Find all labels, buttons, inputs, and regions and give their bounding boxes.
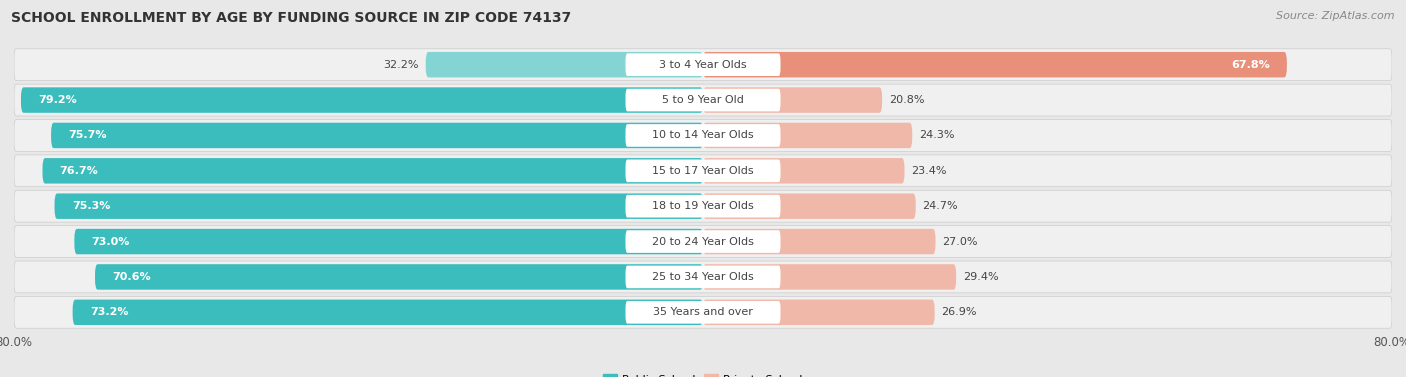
Text: 24.7%: 24.7%	[922, 201, 959, 211]
FancyBboxPatch shape	[703, 87, 882, 113]
Text: 76.7%: 76.7%	[59, 166, 98, 176]
FancyBboxPatch shape	[14, 226, 1392, 257]
FancyBboxPatch shape	[42, 158, 703, 184]
Text: 20.8%: 20.8%	[889, 95, 925, 105]
FancyBboxPatch shape	[703, 300, 935, 325]
FancyBboxPatch shape	[703, 264, 956, 290]
FancyBboxPatch shape	[626, 266, 780, 288]
FancyBboxPatch shape	[626, 54, 780, 76]
Text: 23.4%: 23.4%	[911, 166, 946, 176]
Text: 24.3%: 24.3%	[920, 130, 955, 141]
Text: 10 to 14 Year Olds: 10 to 14 Year Olds	[652, 130, 754, 141]
FancyBboxPatch shape	[73, 300, 703, 325]
FancyBboxPatch shape	[703, 158, 904, 184]
FancyBboxPatch shape	[14, 296, 1392, 328]
FancyBboxPatch shape	[626, 89, 780, 111]
FancyBboxPatch shape	[626, 159, 780, 182]
Text: 67.8%: 67.8%	[1230, 60, 1270, 70]
FancyBboxPatch shape	[14, 49, 1392, 81]
FancyBboxPatch shape	[14, 155, 1392, 187]
FancyBboxPatch shape	[703, 123, 912, 148]
Text: 3 to 4 Year Olds: 3 to 4 Year Olds	[659, 60, 747, 70]
Text: 25 to 34 Year Olds: 25 to 34 Year Olds	[652, 272, 754, 282]
FancyBboxPatch shape	[626, 301, 780, 323]
Text: 15 to 17 Year Olds: 15 to 17 Year Olds	[652, 166, 754, 176]
Text: 73.0%: 73.0%	[91, 236, 129, 247]
FancyBboxPatch shape	[96, 264, 703, 290]
Text: 29.4%: 29.4%	[963, 272, 998, 282]
FancyBboxPatch shape	[21, 87, 703, 113]
Text: 79.2%: 79.2%	[38, 95, 77, 105]
FancyBboxPatch shape	[51, 123, 703, 148]
FancyBboxPatch shape	[626, 195, 780, 218]
Legend: Public School, Private School: Public School, Private School	[599, 369, 807, 377]
FancyBboxPatch shape	[14, 190, 1392, 222]
Text: 75.7%: 75.7%	[69, 130, 107, 141]
Text: 32.2%: 32.2%	[384, 60, 419, 70]
Text: 75.3%: 75.3%	[72, 201, 110, 211]
Text: 35 Years and over: 35 Years and over	[652, 307, 754, 317]
FancyBboxPatch shape	[626, 124, 780, 147]
Text: 5 to 9 Year Old: 5 to 9 Year Old	[662, 95, 744, 105]
FancyBboxPatch shape	[55, 193, 703, 219]
FancyBboxPatch shape	[426, 52, 703, 77]
Text: Source: ZipAtlas.com: Source: ZipAtlas.com	[1277, 11, 1395, 21]
Text: 26.9%: 26.9%	[942, 307, 977, 317]
FancyBboxPatch shape	[703, 229, 935, 254]
Text: 20 to 24 Year Olds: 20 to 24 Year Olds	[652, 236, 754, 247]
FancyBboxPatch shape	[75, 229, 703, 254]
Text: 18 to 19 Year Olds: 18 to 19 Year Olds	[652, 201, 754, 211]
FancyBboxPatch shape	[14, 120, 1392, 151]
Text: SCHOOL ENROLLMENT BY AGE BY FUNDING SOURCE IN ZIP CODE 74137: SCHOOL ENROLLMENT BY AGE BY FUNDING SOUR…	[11, 11, 571, 25]
Text: 70.6%: 70.6%	[112, 272, 150, 282]
FancyBboxPatch shape	[14, 84, 1392, 116]
FancyBboxPatch shape	[626, 230, 780, 253]
FancyBboxPatch shape	[703, 52, 1286, 77]
Text: 27.0%: 27.0%	[942, 236, 979, 247]
Text: 73.2%: 73.2%	[90, 307, 128, 317]
FancyBboxPatch shape	[14, 261, 1392, 293]
FancyBboxPatch shape	[703, 193, 915, 219]
